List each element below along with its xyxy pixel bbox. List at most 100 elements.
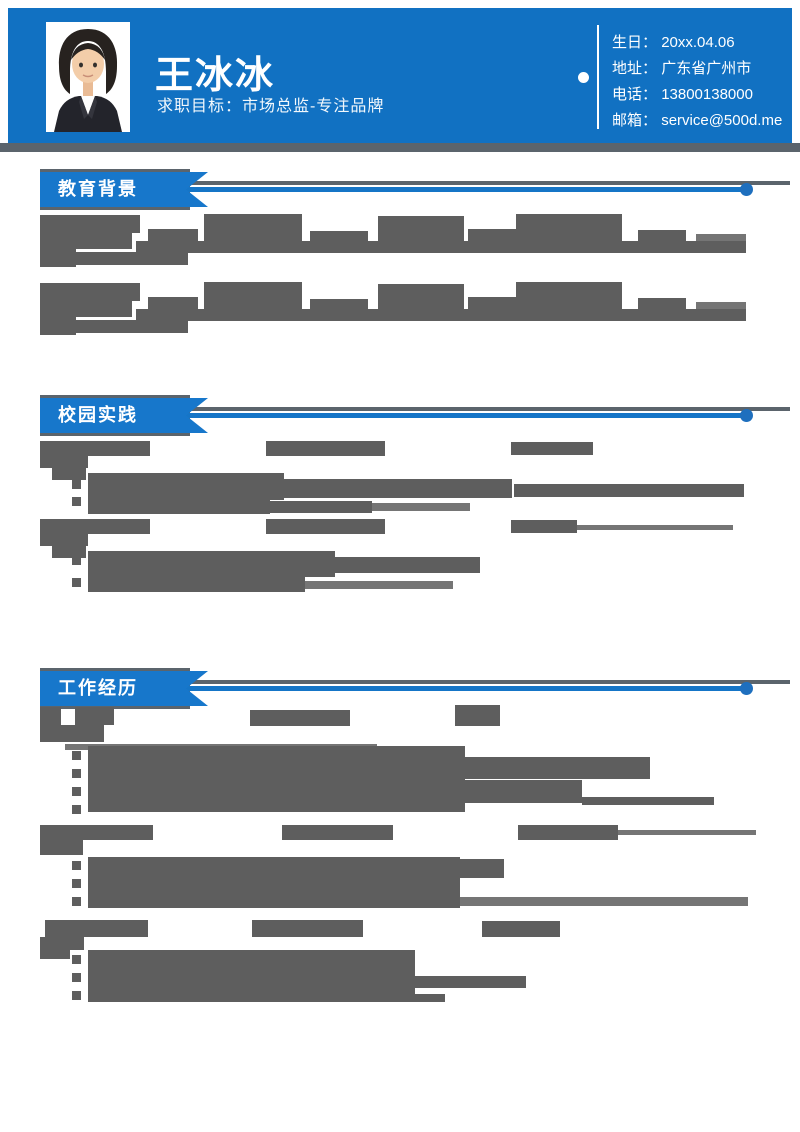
redacted-block <box>88 577 305 592</box>
redacted-block <box>88 551 335 577</box>
redacted-block <box>335 557 480 573</box>
redacted-block <box>577 525 733 530</box>
redacted-block <box>136 309 746 321</box>
contact-row-address: 地址： 广东省广州市 <box>612 57 751 77</box>
redacted-block <box>40 519 150 534</box>
birthday-value: 20xx.04.06 <box>661 34 735 51</box>
redacted-block <box>88 473 284 500</box>
address-value: 广东省广州市 <box>661 60 752 77</box>
redacted-block <box>282 825 393 840</box>
redacted-block <box>310 231 368 242</box>
decorative-dot-icon <box>578 72 589 83</box>
redacted-block <box>518 825 618 840</box>
header-band: 王冰冰 求职目标：市场总监-专注品牌 生日： 20xx.04.06 地址： 广东… <box>8 8 792 143</box>
section-title-work-experience: 工作经历 <box>40 671 208 706</box>
redacted-block <box>516 282 622 310</box>
rule-line-shadow <box>172 680 790 684</box>
redacted-block <box>40 249 76 267</box>
redacted-block <box>45 920 148 937</box>
redacted-block <box>460 897 748 906</box>
rule-line <box>172 413 747 418</box>
rule-line <box>172 187 747 192</box>
phone-value: 13800138000 <box>661 86 753 103</box>
redacted-block <box>618 830 756 835</box>
redacted-block <box>40 233 132 249</box>
redacted-block <box>148 297 198 309</box>
redacted-block <box>40 725 104 742</box>
redacted-block <box>136 241 746 253</box>
portrait-illustration <box>46 22 130 132</box>
vertical-divider <box>597 25 599 129</box>
redacted-block <box>40 825 153 840</box>
redacted-block <box>72 497 81 506</box>
section-title-education: 教育背景 <box>40 172 208 207</box>
redacted-block <box>482 921 560 937</box>
redacted-block <box>204 214 302 242</box>
redacted-block <box>72 861 81 870</box>
redacted-block <box>72 769 81 778</box>
contact-row-birthday: 生日： 20xx.04.06 <box>612 31 735 51</box>
redacted-block <box>88 857 460 908</box>
redacted-block <box>468 297 522 309</box>
redacted-block <box>40 707 61 725</box>
redacted-block <box>372 503 470 511</box>
redacted-block <box>76 252 188 265</box>
redacted-block <box>72 805 81 814</box>
redacted-block <box>40 534 88 546</box>
redacted-block <box>88 498 270 514</box>
section-head-work-experience: 工作经历 <box>0 668 800 710</box>
section-head-campus-practice: 校园实践 <box>0 395 800 437</box>
redacted-block <box>511 442 593 455</box>
redacted-block <box>52 546 86 558</box>
redacted-block <box>468 229 522 241</box>
rule-line <box>172 686 747 691</box>
redacted-block <box>40 317 76 335</box>
redacted-block <box>72 897 81 906</box>
redacted-block <box>460 859 504 878</box>
rule-line-shadow <box>172 181 790 185</box>
line-end-dot-icon <box>740 682 753 695</box>
redacted-block <box>511 520 577 533</box>
redacted-block <box>305 581 453 589</box>
email-value: service@500d.me <box>661 112 783 129</box>
line-end-dot-icon <box>740 183 753 196</box>
redacted-block <box>696 302 746 309</box>
redacted-block <box>88 950 415 1002</box>
redacted-block <box>40 937 84 950</box>
redacted-block <box>40 215 140 233</box>
redacted-block <box>40 301 132 317</box>
redacted-block <box>40 840 83 855</box>
redacted-block <box>270 501 372 513</box>
redacted-block <box>40 456 88 468</box>
redacted-block <box>40 283 140 301</box>
redacted-block <box>72 955 81 964</box>
redacted-block <box>204 282 302 310</box>
redacted-block <box>415 994 445 1002</box>
redacted-block <box>72 973 81 982</box>
redacted-block <box>252 920 363 937</box>
contact-info: 生日： 20xx.04.06 地址： 广东省广州市 电话： 1380013800… <box>612 8 792 143</box>
redacted-block <box>72 556 81 565</box>
phone-label: 电话： <box>612 86 658 103</box>
redacted-block <box>266 441 385 456</box>
redacted-block <box>284 479 512 498</box>
section-title-campus-practice: 校园实践 <box>40 398 208 433</box>
redacted-block <box>40 950 70 959</box>
redacted-block <box>266 519 385 534</box>
redacted-block <box>250 710 350 726</box>
redacted-block <box>310 299 368 310</box>
birthday-label: 生日： <box>612 34 658 51</box>
redacted-block <box>72 578 81 587</box>
redacted-block <box>72 480 81 489</box>
redacted-block <box>415 976 526 988</box>
redacted-block <box>638 298 686 309</box>
job-objective: 求职目标：市场总监-专注品牌 <box>157 98 385 115</box>
redacted-block <box>378 216 464 242</box>
redacted-block <box>516 214 622 242</box>
redacted-block <box>638 230 686 241</box>
email-label: 邮箱： <box>612 112 658 129</box>
redacted-block <box>72 879 81 888</box>
redacted-block <box>465 780 582 803</box>
